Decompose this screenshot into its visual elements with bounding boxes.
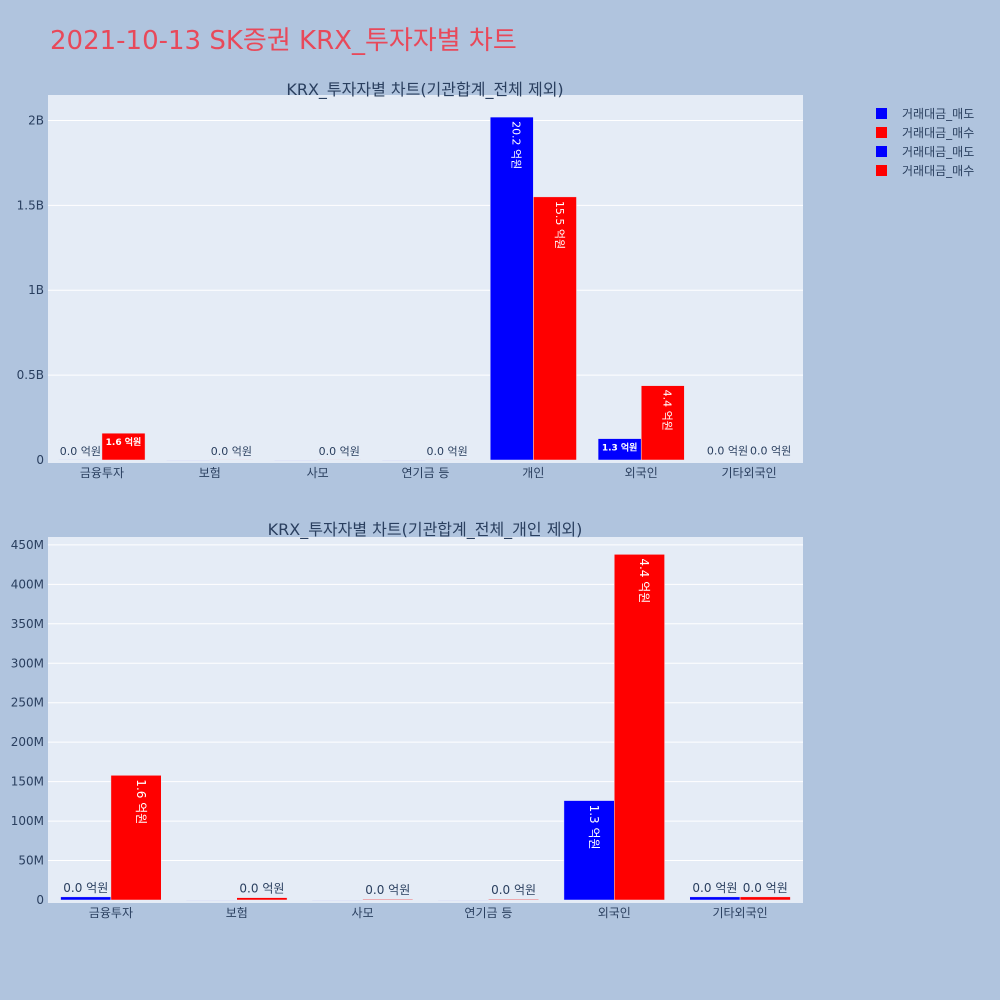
x-tick-label: 연기금 등 <box>402 466 450 480</box>
bar-data-label: 1.3 억원 <box>587 805 601 850</box>
bar-data-label: 4.4 억원 <box>637 558 651 603</box>
bar-data-label: 0.0 억원 <box>60 445 101 458</box>
x-tick-label: 보험 <box>199 466 221 480</box>
bar-data-label: 1.6 억원 <box>134 779 148 824</box>
bar-data-label: 0.0 억원 <box>692 881 737 895</box>
chart-title: KRX_투자자별 차트(기관합계_전체 제외) <box>286 80 563 100</box>
bar[interactable] <box>101 432 146 461</box>
x-tick-label: 금융투자 <box>80 466 124 480</box>
bar-data-label: 1.3 억원 <box>602 442 638 454</box>
x-tick-label: 사모 <box>352 906 374 920</box>
x-tick-label: 기타외국인 <box>721 466 776 480</box>
legend-label: 거래대금_매도 <box>902 145 974 159</box>
bar-data-label: 4.4 억원 <box>661 390 674 431</box>
bar-data-label: 0.0 억원 <box>491 883 536 897</box>
y-tick-label: 200M <box>11 735 44 749</box>
legend-item[interactable]: 거래대금_매도 <box>876 107 974 121</box>
legend-label: 거래대금_매수 <box>902 164 974 178</box>
bar-data-label: 0.0 억원 <box>239 882 284 896</box>
bar-data-label: 0.0 억원 <box>743 881 788 895</box>
x-tick-label: 사모 <box>307 466 329 480</box>
y-tick-label: 300M <box>11 656 44 670</box>
plot-area <box>48 537 803 903</box>
bar-data-label: 0.0 억원 <box>750 445 791 458</box>
bar-data-label: 15.5 억원 <box>553 201 566 249</box>
y-tick-label: 100M <box>11 814 44 828</box>
legend-label: 거래대금_매수 <box>902 126 974 140</box>
y-tick-label: 2B <box>28 113 44 127</box>
bar[interactable] <box>689 896 741 901</box>
legend-item[interactable]: 거래대금_매수 <box>876 164 974 178</box>
x-tick-label: 외국인 <box>598 906 631 920</box>
bar[interactable] <box>488 898 539 901</box>
bar-data-label: 1.6 억원 <box>106 436 142 448</box>
y-tick-label: 400M <box>11 577 44 591</box>
bar-data-label: 0.0 억원 <box>426 445 467 458</box>
bar[interactable] <box>236 897 288 901</box>
x-tick-label: 외국인 <box>625 466 658 480</box>
y-tick-label: 350M <box>11 617 44 631</box>
legend: 거래대금_매도 거래대금_매수 거래대금_매도 거래대금_매수 <box>876 107 974 178</box>
x-tick-label: 금융투자 <box>89 906 133 920</box>
bar-data-label: 0.0 억원 <box>211 445 252 458</box>
legend-swatch <box>876 165 887 176</box>
page-title: 2021-10-13 SK증권 KRX_투자자별 차트 <box>50 26 517 56</box>
y-tick-label: 150M <box>11 775 44 789</box>
y-tick-label: 1.5B <box>17 198 44 212</box>
chart-title: KRX_투자자별 차트(기관합계_전체_개인 제외) <box>268 520 583 540</box>
y-tick-label: 1B <box>28 283 44 297</box>
x-tick-label: 보험 <box>226 906 248 920</box>
plot-area <box>48 95 803 463</box>
bar-data-label: 0.0 억원 <box>707 445 748 458</box>
legend-swatch <box>876 127 887 138</box>
bar-data-label: 20.2 억원 <box>510 121 523 169</box>
bar[interactable] <box>60 896 112 901</box>
bar[interactable] <box>640 385 685 461</box>
bar[interactable] <box>110 775 162 901</box>
bar[interactable] <box>362 898 414 901</box>
bar[interactable] <box>533 196 577 461</box>
bar-data-label: 0.0 억원 <box>63 881 108 895</box>
y-tick-label: 50M <box>18 854 44 868</box>
y-tick-label: 250M <box>11 696 44 710</box>
bar[interactable] <box>563 800 615 901</box>
chart-bottom: KRX_투자자별 차트(기관합계_전체_개인 제외) 0 50M 100M 150M 2… <box>11 520 803 920</box>
bar[interactable] <box>739 896 791 901</box>
y-tick-label: 0 <box>36 453 44 467</box>
legend-item[interactable]: 거래대금_매도 <box>876 145 974 159</box>
legend-swatch <box>876 146 887 157</box>
y-tick-label: 450M <box>11 538 44 552</box>
legend-item[interactable]: 거래대금_매수 <box>876 126 974 140</box>
legend-label: 거래대금_매도 <box>902 107 974 121</box>
x-tick-label: 기타외국인 <box>712 906 767 920</box>
x-tick-label: 연기금 등 <box>464 906 512 920</box>
bar-data-label: 0.0 억원 <box>319 445 360 458</box>
bar[interactable] <box>489 116 534 461</box>
legend-swatch <box>876 108 887 119</box>
bar-data-label: 0.0 억원 <box>365 883 410 897</box>
y-tick-label: 0.5B <box>17 368 44 382</box>
chart-top: KRX_투자자별 차트(기관합계_전체 제외) 0 0.5B 1B 1.5B 2B 금융투… <box>17 80 803 480</box>
y-tick-label: 0 <box>36 893 44 907</box>
bar[interactable] <box>614 554 665 901</box>
x-tick-label: 개인 <box>522 466 544 480</box>
